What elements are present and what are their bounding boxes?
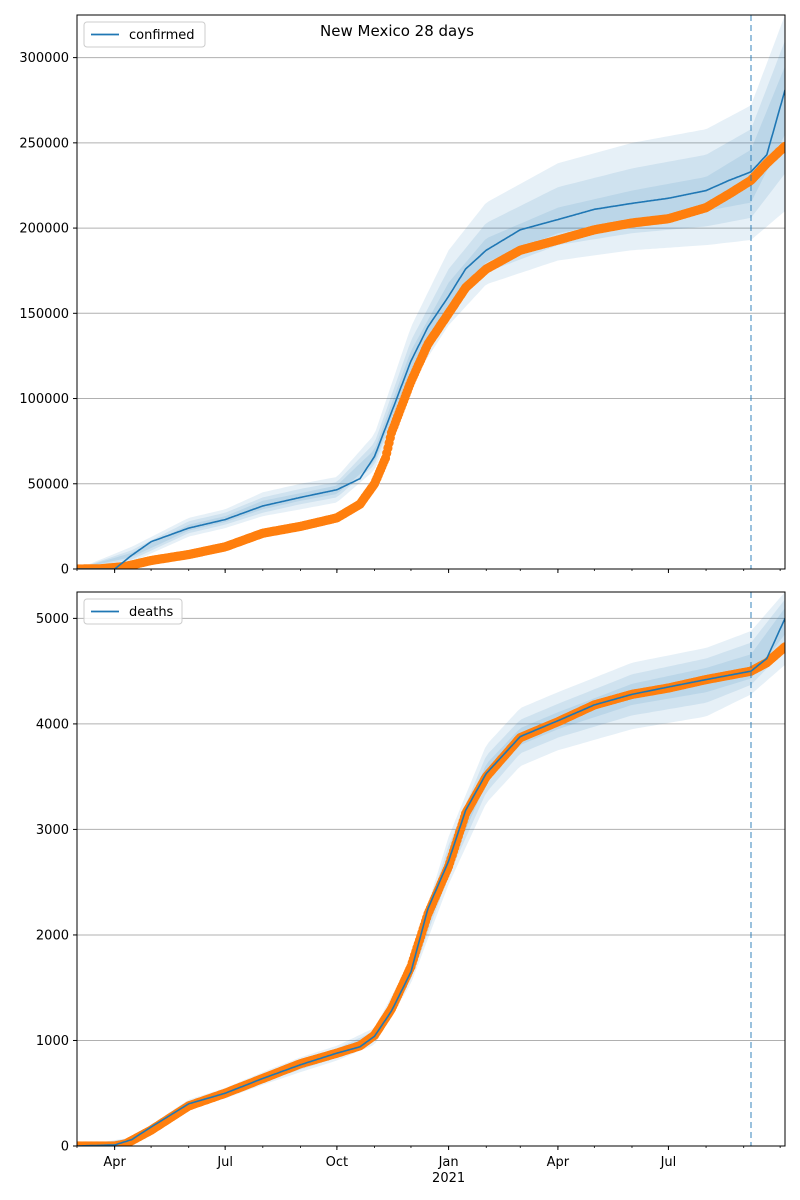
x-tick-label: Jul xyxy=(216,1155,233,1170)
y-tick-label: 5000 xyxy=(36,612,69,627)
uncertainty-band xyxy=(77,15,785,569)
uncertainty-band xyxy=(77,40,785,569)
x-tick-label: Jan xyxy=(438,1155,459,1170)
uncertainty-band xyxy=(77,66,785,569)
y-tick-label: 250000 xyxy=(19,136,69,151)
y-tick-label: 2000 xyxy=(36,928,69,943)
deaths-panel: 0 1000 2000 3000 4000 5000 Apr Jul Oct Jan Apr Jul 2… xyxy=(36,591,786,1186)
legend-label: confirmed xyxy=(129,28,195,43)
legend: deaths xyxy=(83,598,183,625)
x-tick-label: Oct xyxy=(326,1155,348,1170)
model-line xyxy=(77,89,785,569)
confirmed-panel: 0 50000 100000 150000 200000 250000 300000 conf… xyxy=(19,14,786,578)
plot-area xyxy=(77,592,785,1146)
observed-point xyxy=(780,642,785,652)
uncertainty-band xyxy=(77,592,785,1146)
y-tick-label: 300000 xyxy=(19,51,69,66)
axes-frame xyxy=(76,14,786,570)
chart-title: New Mexico 28 days xyxy=(320,22,474,40)
y-tick-label: 0 xyxy=(61,1140,69,1155)
plot-area xyxy=(77,15,785,569)
legend-label: deaths xyxy=(129,605,174,620)
model-line xyxy=(77,618,785,1146)
y-tick-label: 100000 xyxy=(19,392,69,407)
axes-frame xyxy=(76,591,786,1147)
y-tick-label: 3000 xyxy=(36,823,69,838)
legend-box xyxy=(83,598,183,625)
y-tick-label: 200000 xyxy=(19,222,69,237)
x-tick-label: Jul xyxy=(660,1155,677,1170)
y-tick-label: 50000 xyxy=(28,477,69,492)
observed-point xyxy=(780,141,785,151)
y-tick-label: 150000 xyxy=(19,307,69,322)
x-year-label: 2021 xyxy=(432,1171,465,1186)
y-tick-label: 4000 xyxy=(36,717,69,732)
y-tick-label: 1000 xyxy=(36,1034,69,1049)
y-tick-label: 0 xyxy=(61,563,69,578)
x-tick-label: Apr xyxy=(547,1155,570,1170)
legend: confirmed xyxy=(83,21,206,48)
x-tick-label: Apr xyxy=(103,1155,126,1170)
legend-box xyxy=(83,21,206,48)
